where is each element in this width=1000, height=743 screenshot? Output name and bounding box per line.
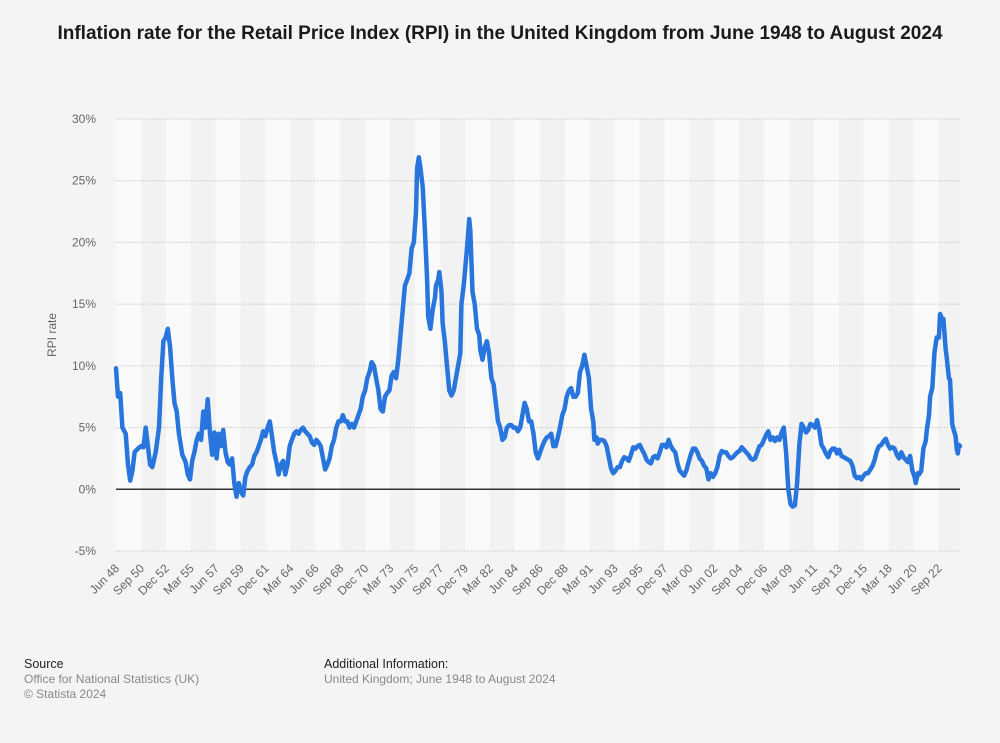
y-tick-label: 15% xyxy=(72,297,96,311)
background-band xyxy=(116,119,141,551)
background-band xyxy=(664,119,690,551)
background-band xyxy=(888,119,914,551)
background-band xyxy=(514,119,540,551)
background-band xyxy=(913,119,939,551)
chart-title: Inflation rate for the Retail Price Inde… xyxy=(57,23,943,44)
background-band xyxy=(863,119,889,551)
background-band xyxy=(614,119,640,551)
info-heading: Additional Information: xyxy=(324,657,449,671)
y-tick-label: 5% xyxy=(79,421,97,435)
background-band xyxy=(140,119,166,551)
background-band xyxy=(564,119,590,551)
background-band xyxy=(589,119,615,551)
background-band xyxy=(739,119,765,551)
background-band xyxy=(639,119,665,551)
source-block: Source Office for National Statistics (U… xyxy=(24,657,199,702)
y-tick-label: 25% xyxy=(72,174,96,188)
source-text[interactable]: Office for National Statistics (UK) xyxy=(24,672,200,686)
background-band xyxy=(190,119,216,551)
background-bands xyxy=(116,119,960,551)
background-band xyxy=(539,119,565,551)
y-tick-label: -5% xyxy=(75,544,97,558)
background-band xyxy=(714,119,740,551)
copyright-text: © Statista 2024 xyxy=(24,687,107,701)
background-band xyxy=(689,119,715,551)
background-band xyxy=(340,119,366,551)
y-tick-label: 10% xyxy=(72,359,96,373)
series-line-rpi-rate xyxy=(113,155,963,509)
background-band xyxy=(365,119,391,551)
background-band xyxy=(813,119,839,551)
y-axis-ticks: -5% 0% 5% 10% 15% 20% 25% 30% xyxy=(72,112,96,558)
background-band xyxy=(415,119,441,551)
background-band xyxy=(489,119,515,551)
y-tick-label: 0% xyxy=(79,482,97,496)
background-band xyxy=(789,119,814,551)
background-band xyxy=(265,119,291,551)
background-band xyxy=(215,119,241,551)
additional-info-block: Additional Information: United Kingdom; … xyxy=(324,657,556,687)
background-band xyxy=(290,119,316,551)
y-tick-label: 30% xyxy=(72,112,96,126)
y-tick-label: 20% xyxy=(72,235,96,249)
info-text: United Kingdom; June 1948 to August 2024 xyxy=(324,672,556,686)
background-band xyxy=(764,119,790,551)
background-band xyxy=(315,119,341,551)
background-band xyxy=(938,119,960,551)
background-band xyxy=(838,119,864,551)
y-axis-label: RPI rate xyxy=(45,313,59,357)
source-heading: Source xyxy=(24,657,64,671)
